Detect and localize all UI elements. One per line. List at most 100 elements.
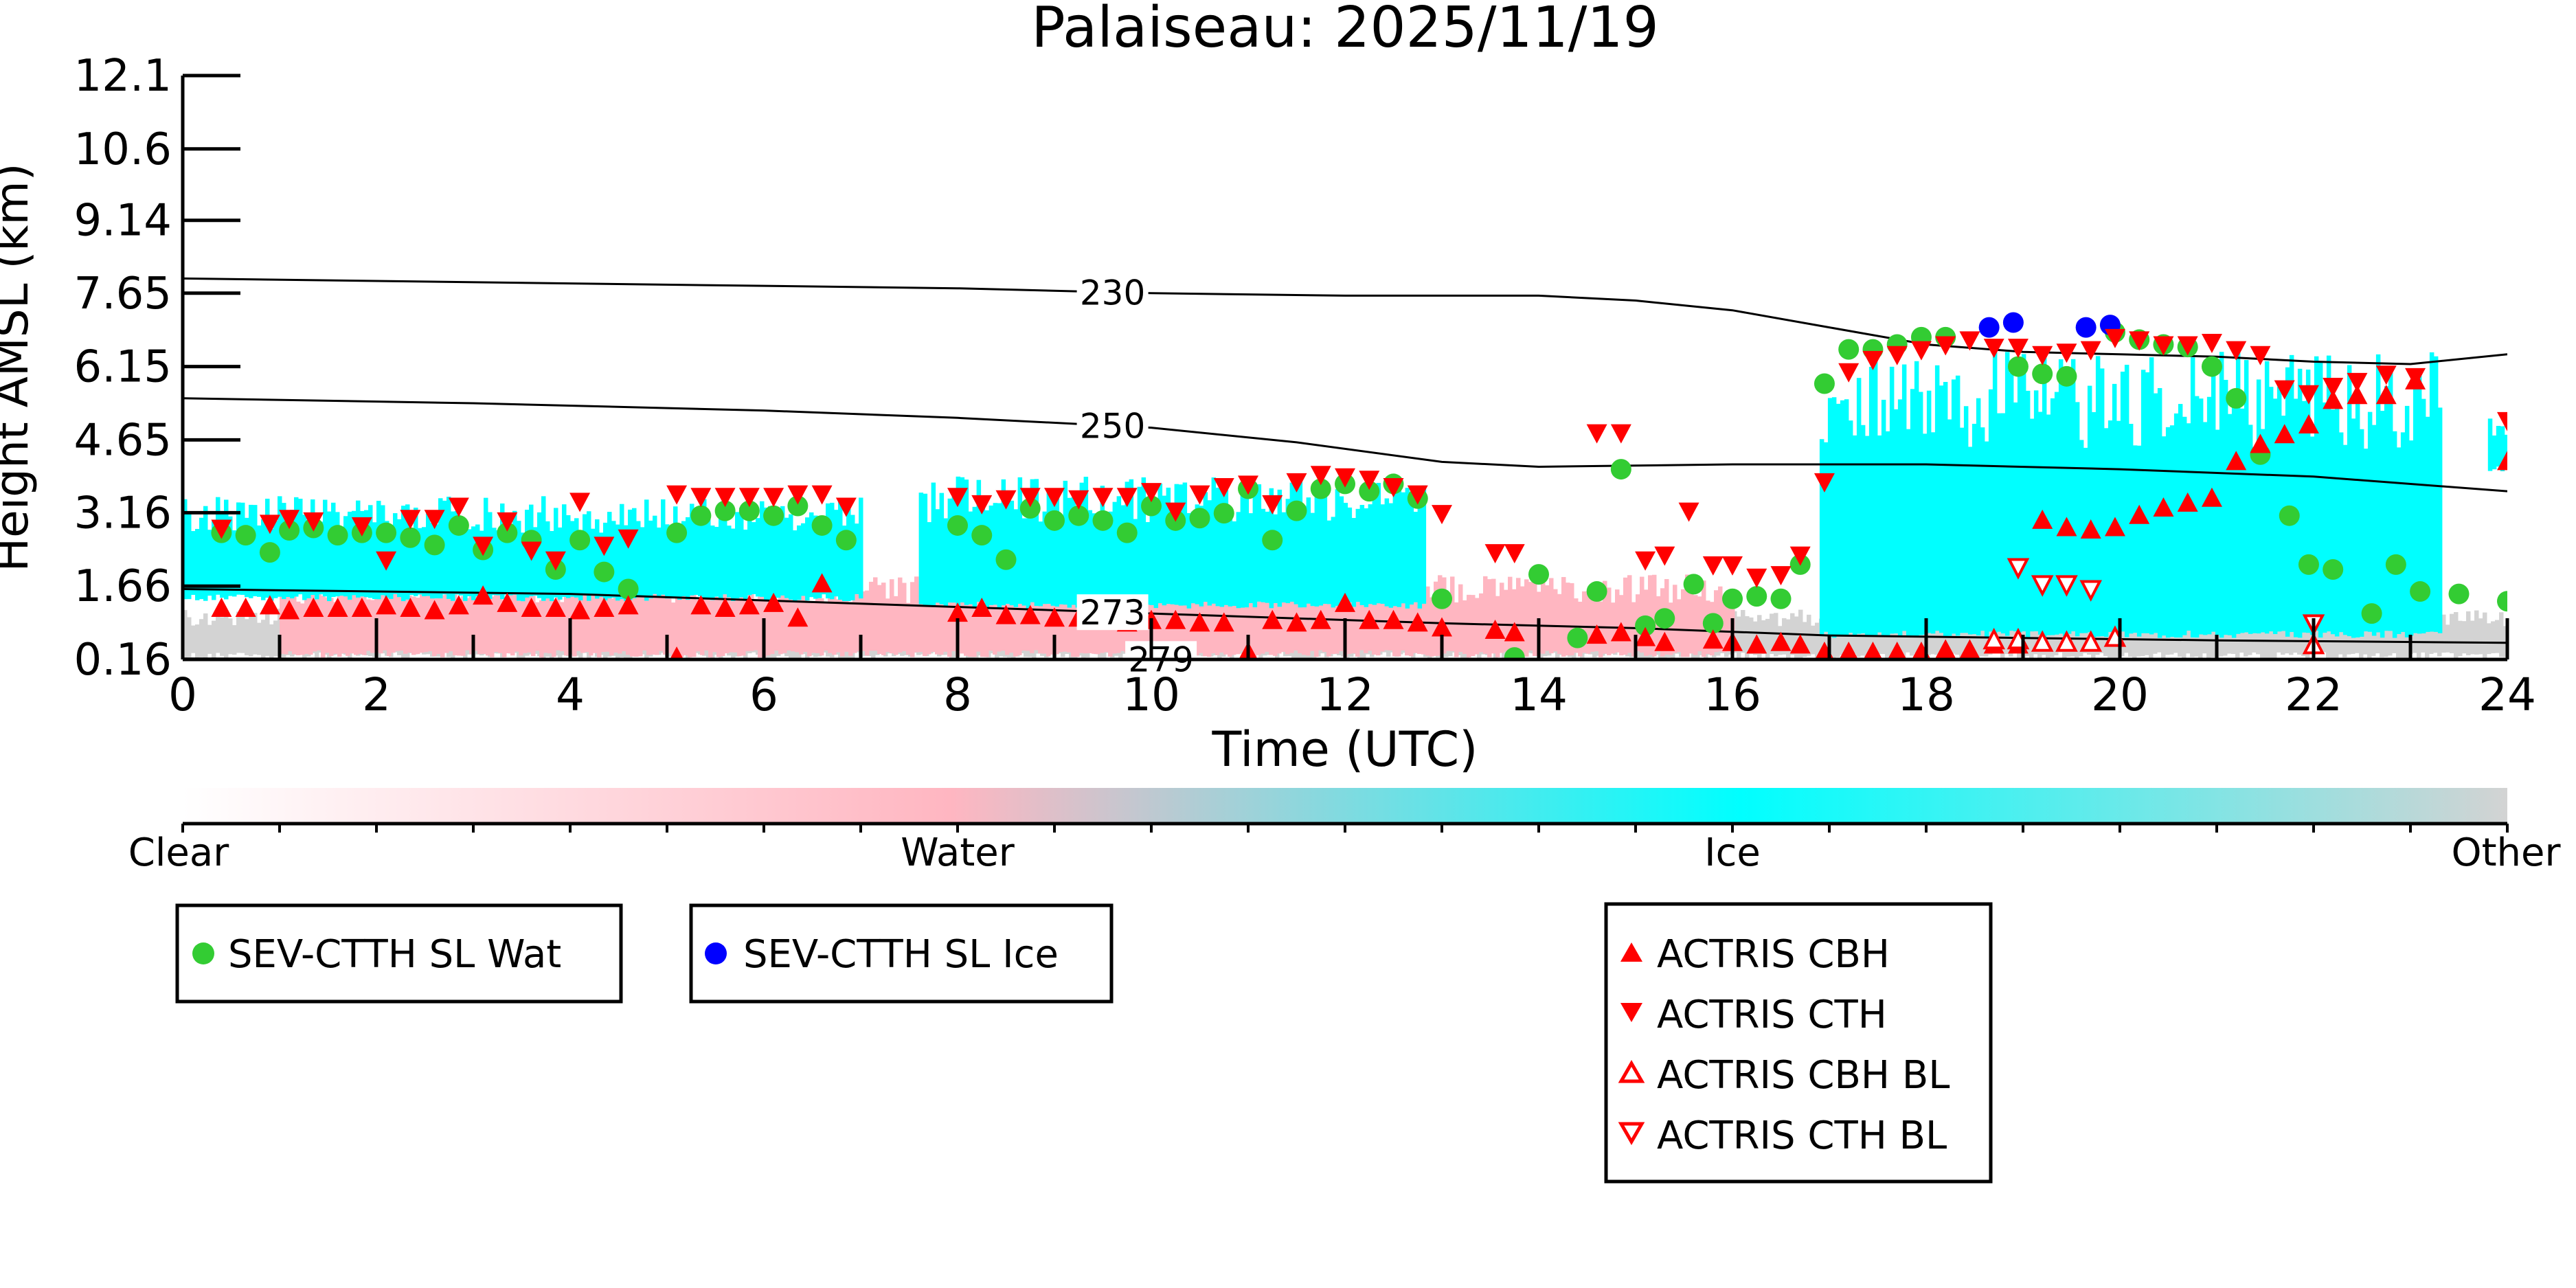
cloud-mask-ice [2384, 386, 2389, 631]
cloud-mask-water [337, 594, 342, 657]
cloud-mask-water [296, 601, 301, 655]
cloud-mask-ice [947, 498, 953, 603]
cloud-mask-ice [269, 528, 274, 601]
cloud-mask-ice [2186, 423, 2191, 631]
point-actris-cth [1116, 488, 1138, 508]
point-actris-cbh [376, 595, 397, 615]
point-actris-cth [1189, 485, 1210, 505]
point-actris-cth [1504, 544, 1525, 564]
cloud-mask-ice [927, 522, 932, 606]
point-actris-cth [2323, 378, 2344, 398]
cloud-mask-other [2281, 622, 2285, 655]
point-actris-cbh [1610, 622, 1631, 642]
point-actris-cth [666, 485, 688, 505]
cloud-mask-water [1508, 576, 1513, 657]
cloud-mask-water [626, 600, 631, 655]
cloud-mask-ice [1079, 482, 1085, 605]
point-actris-cth [1722, 556, 1743, 576]
cloud-mask-other [265, 609, 270, 656]
point-sev-ctth-sl-wat [424, 534, 445, 556]
cloud-mask-water [350, 583, 354, 654]
point-sev-ctth-sl-wat [1528, 564, 1549, 585]
point-actris-cbh [1044, 607, 1065, 627]
cloud-mask-water [1380, 584, 1385, 652]
x-tick-label: 0 [168, 668, 197, 721]
point-sev-ctth-sl-wat [763, 505, 784, 526]
cloud-mask-ice [1277, 489, 1283, 607]
cloud-mask-ice [1170, 511, 1175, 605]
cloud-mask-ice [2124, 365, 2129, 637]
point-actris-cbh [1654, 631, 1675, 651]
point-actris-cbh [2298, 414, 2319, 434]
cloud-mask-other [2450, 613, 2454, 653]
point-actris-cbh [1635, 626, 1656, 646]
cloud-mask-water [1627, 575, 1632, 653]
point-sev-ctth-sl-wat [235, 525, 256, 546]
cloud-mask-other [2470, 620, 2475, 655]
cloud-mask-ice [298, 499, 303, 595]
point-actris-cbh [947, 602, 968, 622]
cloud-mask-ice [430, 522, 435, 599]
cloud-mask-ice [2392, 431, 2397, 638]
point-sev-ctth-sl-wat [811, 515, 833, 536]
point-actris-cth [1746, 568, 1767, 588]
cloud-mask-ice [525, 510, 530, 598]
cloud-mask-ice [187, 514, 192, 600]
cloud-mask-other [2388, 616, 2393, 656]
point-actris-cth [1814, 473, 1835, 493]
point-actris-cbh-bl [2055, 630, 2078, 652]
cloud-mask-water [1702, 580, 1706, 657]
point-actris-cth [1484, 544, 1506, 564]
cloud-mask-ice [984, 510, 990, 608]
point-sev-ctth-sl-wat [1504, 647, 1525, 659]
cloud-mask-ice [2433, 356, 2439, 632]
point-actris-cbh [971, 597, 993, 617]
cloud-mask-ice [236, 502, 241, 595]
cloud-mask-water [1409, 578, 1414, 657]
cloud-mask-water [613, 592, 618, 653]
cloud-mask-water [1067, 592, 1072, 653]
cloud-mask-water [1335, 598, 1340, 654]
cloud-mask-ice [813, 515, 818, 599]
point-sev-ctth-sl-wat [2323, 559, 2344, 580]
cloud-mask-water [749, 589, 754, 651]
cloud-mask-water [1697, 596, 1702, 652]
cloud-mask-water [547, 581, 552, 654]
cloud-mask-water [383, 585, 387, 651]
cloud-mask-water [539, 600, 544, 658]
cloud-mask-ice [752, 522, 756, 594]
cloud-mask-water [1623, 577, 1628, 655]
cloud-mask-ice [2149, 357, 2154, 635]
cloud-mask-ice [1273, 514, 1278, 603]
point-actris-cbh [1863, 642, 1883, 659]
cloud-mask-ice [918, 493, 924, 605]
cloud-mask-ice [2066, 377, 2072, 634]
cloud-mask-ice [1380, 504, 1386, 605]
cloud-mask-ice [2334, 400, 2340, 637]
cloud-mask-ice [2260, 429, 2266, 633]
cloud-mask-water [589, 586, 594, 656]
cloud-mask-water [1607, 587, 1612, 655]
cloud-mask-water [696, 599, 701, 652]
cloud-mask-ice [1943, 382, 1948, 637]
cloud-mask-ice [1215, 487, 1221, 607]
cloud-mask-ice [2347, 365, 2352, 637]
cloud-mask-ice [747, 504, 752, 596]
cloud-mask-other [2029, 625, 2034, 658]
cloud-mask-ice [1236, 512, 1241, 609]
cloud-mask-ice [1083, 477, 1089, 603]
cloud-mask-ice [1186, 512, 1192, 609]
cloud-mask-other [2425, 611, 2430, 658]
cloud-mask-other [191, 625, 196, 653]
cloud-mask-water [1516, 578, 1521, 652]
cloud-mask-other [1877, 624, 1882, 655]
cloud-mask-ice [500, 503, 505, 600]
point-actris-cth [594, 536, 615, 556]
cloud-mask-ice [611, 521, 616, 598]
cloud-mask-ice [562, 504, 567, 597]
cloud-mask-other [2202, 624, 2207, 654]
cloud-mask-water [453, 583, 457, 656]
point-actris-cbh [2032, 509, 2053, 529]
cloud-mask-water [857, 583, 861, 652]
cloud-mask-water [424, 575, 429, 653]
